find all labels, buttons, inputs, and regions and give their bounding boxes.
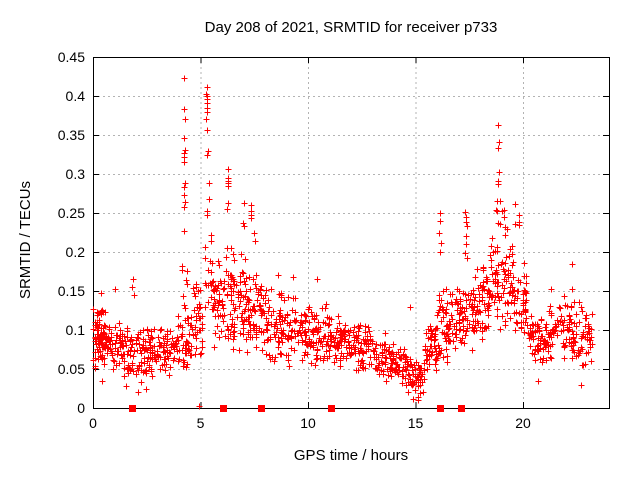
y-tick-label: 0.2: [66, 244, 86, 260]
x-tick-label: 5: [197, 415, 205, 431]
y-tick-label: 0.3: [66, 166, 86, 182]
event-flag-square: [328, 405, 335, 412]
y-tick-label: 0.4: [66, 88, 86, 104]
y-tick-label: 0.15: [58, 283, 85, 299]
x-tick-labels: 0 5 10 15 20: [89, 415, 531, 431]
x-tick-label: 15: [408, 415, 424, 431]
chart-title: Day 208 of 2021, SRMTID for receiver p73…: [204, 19, 498, 36]
event-flag-square: [220, 405, 227, 412]
x-tick-label: 20: [515, 415, 531, 431]
y-tick-label: 0.35: [58, 127, 85, 143]
x-tick-label: 0: [89, 415, 97, 431]
y-tick-label: 0.45: [58, 49, 85, 65]
event-flag-square: [458, 405, 465, 412]
plot-border: [93, 57, 610, 409]
x-tick-label: 10: [300, 415, 316, 431]
event-flag-square: [437, 405, 444, 412]
y-axis-label-text: SRMTID / TECUs: [16, 180, 34, 300]
y-tick-labels: 0 0.05 0.1 0.15 0.2 0.25 0.3 0.35 0.4 0.45: [58, 49, 85, 416]
event-flag-square: [258, 405, 265, 412]
event-flag-markers: [129, 405, 465, 412]
y-tick-label: 0.1: [66, 322, 86, 338]
y-tick-label: 0: [77, 400, 85, 416]
scatter-plus-markers: [90, 75, 596, 410]
y-tick-label: 0.25: [58, 205, 85, 221]
x-axis-label: GPS time / hours: [293, 447, 409, 464]
y-tick-label: 0.05: [58, 361, 85, 377]
event-flag-square: [129, 405, 136, 412]
